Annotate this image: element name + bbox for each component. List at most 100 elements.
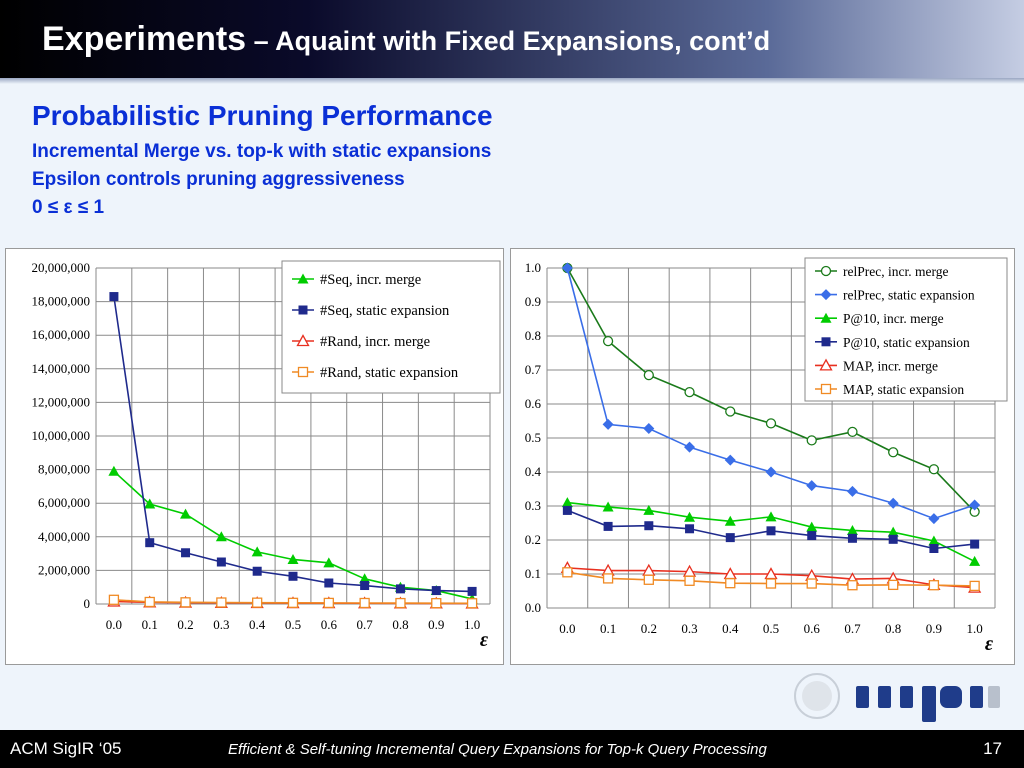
data-point xyxy=(602,501,614,512)
data-point xyxy=(725,578,736,589)
data-point xyxy=(684,441,696,453)
y-tick-label: 0.8 xyxy=(525,328,541,343)
series-4 xyxy=(108,594,478,609)
legend-marker xyxy=(820,265,832,277)
y-tick-label: 4,000,000 xyxy=(38,529,90,544)
data-point xyxy=(685,524,695,534)
data-point xyxy=(928,535,940,546)
legend-label: relPrec, incr. merge xyxy=(843,264,948,279)
data-point xyxy=(395,584,405,594)
data-point xyxy=(643,369,654,381)
y-tick-label: 0.3 xyxy=(525,498,541,513)
legend-marker xyxy=(297,366,309,378)
data-point xyxy=(215,531,227,542)
y-tick-label: 14,000,000 xyxy=(32,361,91,376)
data-point xyxy=(847,426,858,438)
legend-marker xyxy=(298,305,308,315)
legend-marker xyxy=(819,358,833,371)
x-tick-label: 0.8 xyxy=(392,617,408,632)
legend-marker xyxy=(296,334,310,347)
legend-item: #Seq, incr. merge xyxy=(292,272,421,288)
chart-right-frame: 0.0 0.1 0.2 0.3 0.4 0.5 0.6 0.7 0.8 0.9 1.0 0.0 0.1 0… xyxy=(510,248,1015,665)
data-point xyxy=(725,533,735,543)
legend-marker xyxy=(821,337,831,347)
footer-paper-title: Efficient & Self-tuning Incremental Quer… xyxy=(228,741,767,758)
legend-marker xyxy=(820,289,832,301)
data-point xyxy=(562,505,572,515)
data-point xyxy=(888,579,899,591)
y-tick-label: 0.1 xyxy=(525,566,541,581)
data-point xyxy=(806,480,818,492)
x-tick-label: 0.5 xyxy=(285,617,301,632)
data-point xyxy=(431,586,441,596)
slide-title-main: Experiments xyxy=(42,20,247,58)
data-point xyxy=(969,580,980,592)
series-4 xyxy=(562,505,980,553)
title-bar xyxy=(0,0,1024,84)
data-point xyxy=(684,511,696,522)
legend-item: P@10, incr. merge xyxy=(815,311,944,326)
series-3 xyxy=(561,497,981,566)
mpi-logo: mpi xyxy=(794,673,1000,722)
chart-sequential-random-accesses: 0 2,000,000 4,000,000 6,000,000 8,000,000 10,… xyxy=(32,260,501,651)
data-point xyxy=(929,544,939,553)
legend-marker xyxy=(297,273,309,284)
data-point xyxy=(602,418,614,430)
y-tick-label: 18,000,000 xyxy=(32,294,91,309)
legend-label: MAP, incr. merge xyxy=(843,358,938,373)
legend-label: #Rand, incr. merge xyxy=(320,334,430,350)
x-tick-label: 0.9 xyxy=(428,617,444,632)
series-2 xyxy=(561,262,981,525)
data-point xyxy=(643,504,655,515)
legend-item: #Seq, static expansion xyxy=(292,303,450,319)
section-heading: Probabilistic Pruning Performance xyxy=(32,100,493,131)
x-tick-label: 0.9 xyxy=(926,621,942,636)
data-point xyxy=(684,386,695,398)
data-point xyxy=(684,575,695,586)
x-tick-label: 0.2 xyxy=(177,617,193,632)
legend-item: relPrec, incr. merge xyxy=(815,264,948,279)
data-point xyxy=(846,524,858,535)
y-tick-label: 6,000,000 xyxy=(38,495,90,510)
bullet-line-2: Epsilon controls pruning aggressiveness xyxy=(32,169,405,190)
data-point xyxy=(969,555,981,566)
data-point xyxy=(724,515,736,526)
x-tick-label: 0.4 xyxy=(249,617,266,632)
series-2 xyxy=(109,292,477,596)
x-tick-label: 0.0 xyxy=(106,617,122,632)
series-6 xyxy=(562,567,980,592)
data-point xyxy=(252,566,262,576)
footer-bar: ACM SigIR ‘05 Efficient & Self-tuning In… xyxy=(0,730,1024,768)
x-tick-label: 0.3 xyxy=(681,621,697,636)
data-point xyxy=(807,531,817,541)
data-point xyxy=(324,578,334,588)
data-point xyxy=(252,597,263,608)
data-point xyxy=(561,497,573,508)
data-point xyxy=(887,526,899,537)
data-point xyxy=(359,573,371,584)
legend-marker xyxy=(820,312,832,323)
bullet-line-1: Incremental Merge vs. top-k with static … xyxy=(32,141,492,162)
data-point xyxy=(643,422,655,434)
data-point xyxy=(806,521,818,532)
data-point xyxy=(602,335,614,347)
y-tick-label: 8,000,000 xyxy=(38,462,90,477)
data-point xyxy=(928,513,940,525)
x-tick-label: 0.3 xyxy=(213,617,229,632)
data-point xyxy=(928,580,940,591)
legend-label: #Seq, static expansion xyxy=(320,303,450,319)
y-tick-label: 2,000,000 xyxy=(38,562,90,577)
data-point xyxy=(108,465,120,476)
data-point xyxy=(323,597,334,609)
data-point xyxy=(970,539,980,549)
x-tick-label: 0.8 xyxy=(885,621,901,636)
data-point xyxy=(603,521,613,531)
x-tick-label: 1.0 xyxy=(967,621,983,636)
data-point xyxy=(888,447,899,458)
data-point xyxy=(765,578,777,589)
data-point xyxy=(561,262,573,274)
legend-label: #Seq, incr. merge xyxy=(320,272,421,288)
data-point xyxy=(969,499,981,511)
legend: #Seq, incr. merge #Seq, static expansion #… xyxy=(281,260,501,394)
data-point xyxy=(287,553,299,564)
